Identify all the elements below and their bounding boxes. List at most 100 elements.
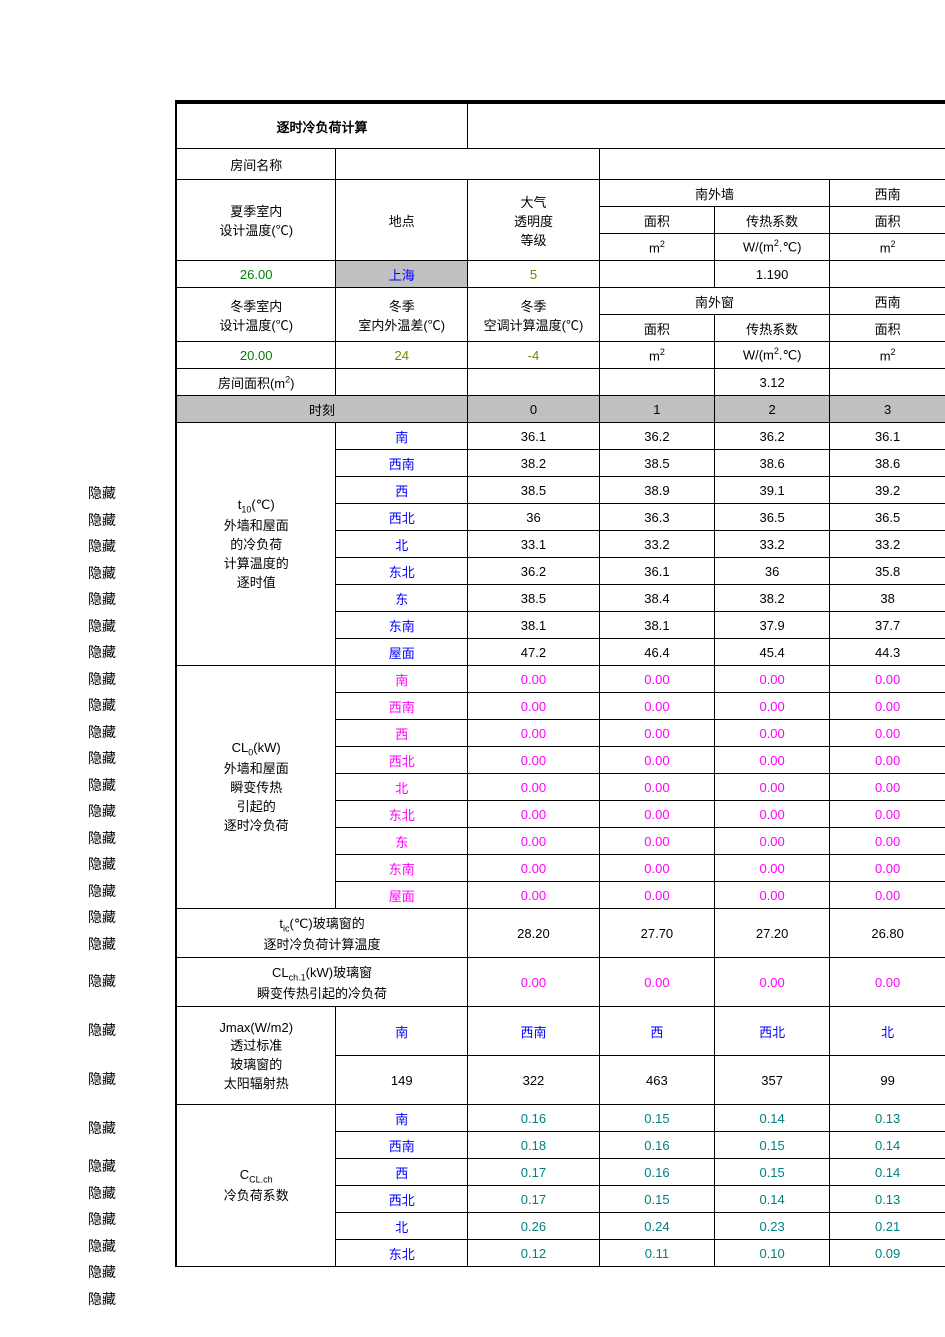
ccl-val: 0.15 [599, 1186, 714, 1213]
hide-label: 隐藏 [88, 507, 148, 534]
ccl-row: CCL.ch冷负荷系数 南 0.16 0.15 0.14 0.13 [176, 1105, 945, 1132]
jmax-val: 99 [830, 1056, 945, 1105]
t10-val: 38.1 [468, 612, 600, 639]
tic-val: 28.20 [468, 909, 600, 958]
jmax-val: 357 [715, 1056, 830, 1105]
winter-temp-value[interactable]: 20.00 [176, 342, 336, 369]
ccl-val: 0.11 [599, 1240, 714, 1267]
clch1-row: CLch.1(kW)玻璃窗瞬变传热引起的冷负荷 0.00 0.00 0.00 0… [176, 958, 945, 1007]
winter-diff-value[interactable]: 24 [336, 342, 468, 369]
ccl-val: 0.26 [468, 1213, 600, 1240]
t10-val: 36.3 [599, 504, 714, 531]
hide-label: 隐藏 [88, 1286, 148, 1313]
cl0-val: 0.00 [715, 774, 830, 801]
jmax-dir: 北 [830, 1007, 945, 1056]
dir-cell: 东南 [336, 855, 468, 882]
cl0-val: 0.00 [599, 774, 714, 801]
t10-val: 33.2 [830, 531, 945, 558]
hide-label: 隐藏 [88, 1104, 148, 1153]
south-wall-htc[interactable]: 1.190 [715, 261, 830, 288]
dir-cell: 西北 [336, 1186, 468, 1213]
cl0-val: 0.00 [599, 720, 714, 747]
sw-label: 西南 [830, 180, 945, 207]
tic-val: 27.20 [715, 909, 830, 958]
atm-clarity-value[interactable]: 5 [468, 261, 600, 288]
cl0-val: 0.00 [468, 828, 600, 855]
hide-label: 隐藏 [88, 957, 148, 1006]
sw-win-area[interactable] [830, 369, 945, 396]
dir-cell: 西 [336, 477, 468, 504]
jmax-val: 149 [336, 1056, 468, 1105]
t10-val: 38 [830, 585, 945, 612]
hour-2: 2 [715, 396, 830, 423]
south-wall-area[interactable] [599, 261, 714, 288]
ccl-val: 0.14 [715, 1186, 830, 1213]
dir-cell: 屋面 [336, 639, 468, 666]
jmax-dir: 西北 [715, 1007, 830, 1056]
t10-val: 38.5 [468, 585, 600, 612]
t10-val: 36 [468, 504, 600, 531]
t10-val: 45.4 [715, 639, 830, 666]
cl0-val: 0.00 [599, 693, 714, 720]
room-area-value[interactable] [336, 369, 468, 396]
t10-val: 38.5 [468, 477, 600, 504]
hide-label: 隐藏 [88, 878, 148, 905]
unit-m2: m2 [830, 234, 945, 261]
cl0-val: 0.00 [468, 774, 600, 801]
jmax-val: 322 [468, 1056, 600, 1105]
empty-cell [468, 102, 945, 149]
t10-val: 37.7 [830, 612, 945, 639]
cl0-val: 0.00 [599, 855, 714, 882]
location-value[interactable]: 上海 [336, 261, 468, 288]
hide-labels-column: 隐藏 隐藏 隐藏 隐藏 隐藏 隐藏 隐藏 隐藏 隐藏 隐藏 隐藏 隐藏 隐藏 隐… [88, 480, 148, 1312]
cl0-val: 0.00 [715, 828, 830, 855]
ccl-val: 0.23 [715, 1213, 830, 1240]
south-win-htc[interactable]: 3.12 [715, 369, 830, 396]
dir-cell: 东南 [336, 612, 468, 639]
dir-cell: 西 [336, 720, 468, 747]
summer-temp-label: 夏季室内设计温度(℃) [176, 180, 336, 261]
tic-val: 26.80 [830, 909, 945, 958]
unit-m2: m2 [830, 342, 945, 369]
sw-area[interactable] [830, 261, 945, 288]
hide-label: 隐藏 [88, 1055, 148, 1104]
cl0-val: 0.00 [830, 666, 945, 693]
hide-label: 隐藏 [88, 1259, 148, 1286]
hide-label: 隐藏 [88, 772, 148, 799]
ccl-val: 0.21 [830, 1213, 945, 1240]
t10-val: 38.9 [599, 477, 714, 504]
jmax-header-row: Jmax(W/m2)透过标准玻璃窗的太阳辐射热 南 西南 西 西北 北 [176, 1007, 945, 1056]
winter-header-row1: 冬季室内设计温度(℃) 冬季室内外温差(℃) 冬季空调计算温度(℃) 南外窗 西… [176, 288, 945, 315]
cl0-val: 0.00 [830, 747, 945, 774]
t10-val: 36.1 [599, 558, 714, 585]
cl0-val: 0.00 [830, 855, 945, 882]
jmax-label: Jmax(W/m2)透过标准玻璃窗的太阳辐射热 [176, 1007, 336, 1105]
ccl-val: 0.14 [830, 1132, 945, 1159]
cl0-val: 0.00 [468, 666, 600, 693]
winter-values-row: 20.00 24 -4 m2 W/(m2.℃) m2 [176, 342, 945, 369]
hide-label: 隐藏 [88, 931, 148, 958]
t10-val: 46.4 [599, 639, 714, 666]
dir-cell: 东 [336, 585, 468, 612]
hour-1: 1 [599, 396, 714, 423]
winter-calc-value[interactable]: -4 [468, 342, 600, 369]
t10-row: t10(℃)外墙和屋面的冷负荷计算温度的逐时值 南 36.1 36.2 36.2… [176, 423, 945, 450]
winter-diff-label: 冬季室内外温差(℃) [336, 288, 468, 342]
summer-temp-value[interactable]: 26.00 [176, 261, 336, 288]
hide-label: 隐藏 [88, 745, 148, 772]
cl0-val: 0.00 [468, 720, 600, 747]
ccl-val: 0.09 [830, 1240, 945, 1267]
dir-cell: 西 [336, 1159, 468, 1186]
cl0-val: 0.00 [830, 720, 945, 747]
dir-cell: 南 [336, 423, 468, 450]
ccl-val: 0.14 [830, 1159, 945, 1186]
winter-temp-label: 冬季室内设计温度(℃) [176, 288, 336, 342]
t10-val: 36.5 [830, 504, 945, 531]
t10-val: 38.4 [599, 585, 714, 612]
south-win-area[interactable] [599, 369, 714, 396]
room-name-value[interactable] [336, 149, 599, 180]
dir-cell: 南 [336, 666, 468, 693]
area-label: 面积 [830, 315, 945, 342]
hide-label: 隐藏 [88, 613, 148, 640]
cl0-val: 0.00 [468, 747, 600, 774]
